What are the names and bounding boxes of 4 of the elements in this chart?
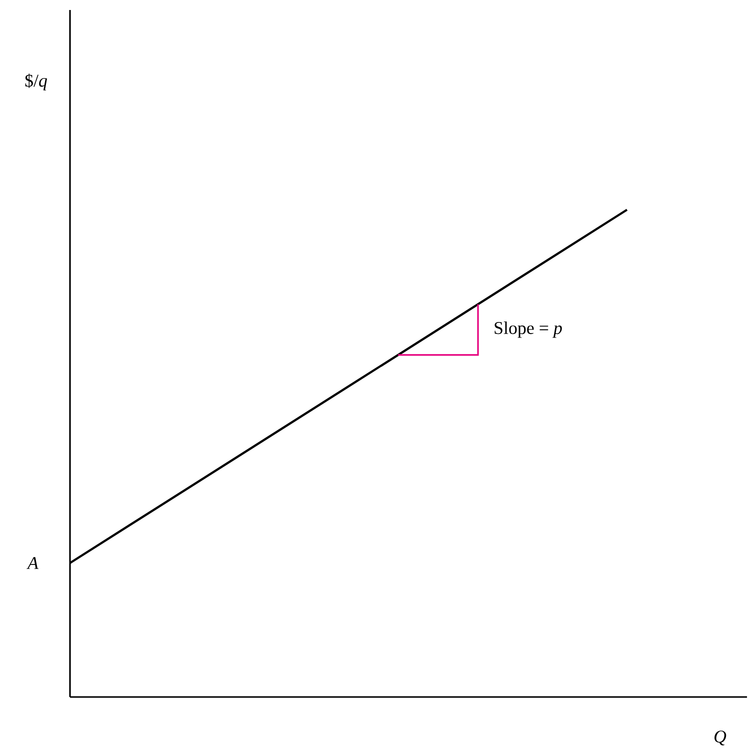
text: $/q: [25, 74, 48, 90]
x-axis-title: Q: [714, 730, 726, 746]
annotation: Slope = p: [494, 321, 562, 338]
text: A: [26, 557, 39, 569]
